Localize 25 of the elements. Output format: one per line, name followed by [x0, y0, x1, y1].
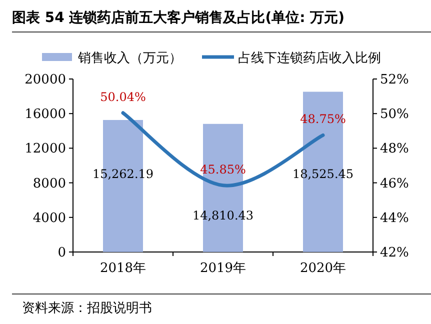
y2-tick-label: 52%: [380, 72, 409, 88]
y2-tick-label: 46%: [380, 176, 409, 192]
y-tick-label: 8000: [32, 176, 66, 192]
legend-label: 占线下连锁药店收入比例: [238, 50, 381, 66]
data-label: 50.04%: [100, 90, 146, 104]
legend-label: 销售收入（万元）: [77, 51, 182, 66]
data-label: 18,525.45: [292, 167, 354, 182]
data-label: 15,262.19: [92, 167, 154, 182]
y-tick-label: 12000: [24, 142, 66, 157]
y-tick-label: 4000: [32, 210, 66, 226]
y-tick-label: 20000: [24, 72, 66, 88]
y-tick-label: 0: [58, 246, 66, 260]
text: 资料来源：招股说明书: [22, 301, 152, 316]
y2-tick-label: 48%: [380, 142, 409, 157]
data-label: 45.85%: [200, 162, 246, 176]
chart-title: 图表 54 连锁药店前五大客户销售及占比(单位: 万元): [12, 9, 344, 26]
x-tick-label: 2020年: [300, 261, 346, 276]
y2-tick-label: 50%: [380, 107, 409, 122]
x-tick-label: 2019年: [200, 261, 246, 276]
y-tick-label: 16000: [24, 107, 66, 122]
data-label: 48.75%: [300, 112, 346, 126]
y2-tick-label: 42%: [380, 246, 409, 260]
y2-tick-label: 44%: [380, 210, 409, 226]
data-label: 14,810.43: [192, 208, 254, 222]
x-tick-label: 2018年: [100, 261, 146, 276]
